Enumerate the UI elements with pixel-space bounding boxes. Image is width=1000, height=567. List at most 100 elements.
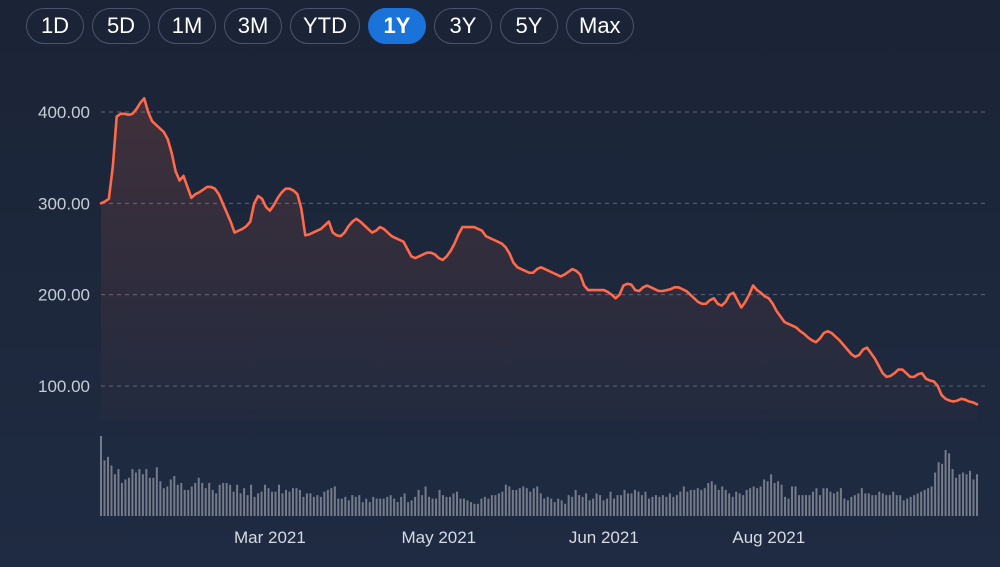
- volume-bar: [644, 491, 647, 516]
- range-button-1m[interactable]: 1M: [158, 8, 216, 44]
- range-button-1d[interactable]: 1D: [26, 8, 84, 44]
- volume-bar: [323, 491, 326, 516]
- volume-bar: [892, 491, 895, 516]
- volume-bar: [843, 498, 846, 516]
- volume-bar: [557, 498, 560, 516]
- volume-bar: [232, 491, 235, 516]
- volume-bar: [264, 484, 267, 516]
- volume-bar: [962, 472, 965, 516]
- volume-bar: [700, 489, 703, 516]
- volume-bar: [874, 495, 877, 516]
- volume-bar: [606, 498, 609, 516]
- volume-bar: [469, 502, 472, 516]
- volume-bar: [375, 498, 378, 516]
- volume-bar: [351, 495, 354, 516]
- volume-bar: [626, 493, 629, 516]
- time-range-selector: 1D 5D 1M 3M YTD 1Y 3Y 5Y Max: [26, 8, 634, 44]
- volume-bar: [899, 495, 902, 516]
- volume-bar: [452, 493, 455, 516]
- range-button-5d[interactable]: 5D: [92, 8, 150, 44]
- volume-bar: [333, 486, 336, 516]
- volume-bar: [829, 491, 832, 516]
- volume-bar: [424, 486, 427, 516]
- volume-bar: [798, 495, 801, 516]
- volume-bar: [763, 479, 766, 516]
- volume-bar: [770, 474, 773, 516]
- range-button-1y[interactable]: 1Y: [368, 8, 426, 44]
- volume-bar: [592, 498, 595, 516]
- volume-bar: [934, 472, 937, 516]
- volume-bar: [274, 491, 277, 516]
- volume-bar: [773, 482, 776, 516]
- volume-bar: [354, 496, 357, 516]
- volume-bar: [543, 498, 546, 516]
- range-button-3y[interactable]: 3Y: [434, 8, 492, 44]
- volume-bar: [850, 496, 853, 516]
- volume-bar: [511, 489, 514, 516]
- volume-bar: [326, 489, 329, 516]
- volume-bar: [281, 493, 284, 516]
- volume-bar: [379, 498, 382, 516]
- volume-bar: [930, 486, 933, 516]
- volume-bar: [958, 474, 961, 516]
- x-axis-ticks: Mar 2021 May 2021 Jun 2021 Aug 2021: [234, 528, 805, 547]
- volume-bar: [955, 477, 958, 516]
- volume-bar: [745, 489, 748, 516]
- volume-bar: [218, 484, 221, 516]
- volume-bar: [881, 493, 884, 516]
- y-tick-label: 200.00: [38, 286, 90, 305]
- volume-bar: [595, 493, 598, 516]
- range-button-max[interactable]: Max: [566, 8, 634, 44]
- volume-bar: [148, 477, 151, 516]
- volume-bar: [906, 498, 909, 516]
- volume-bar: [693, 489, 696, 516]
- volume-bar: [529, 491, 532, 516]
- volume-bar: [738, 493, 741, 516]
- volume-bar: [944, 449, 947, 516]
- volume-bar: [539, 493, 542, 516]
- volume-bar: [756, 488, 759, 516]
- volume-bar: [825, 488, 828, 516]
- volume-bar: [253, 496, 256, 516]
- volume-bar: [459, 498, 462, 516]
- volume-bar: [337, 498, 340, 516]
- volume-bar: [187, 489, 190, 516]
- volume-bar: [679, 491, 682, 516]
- volume-bar: [696, 488, 699, 516]
- volume-bar: [288, 491, 291, 516]
- price-area-fill: [101, 98, 977, 421]
- volume-bar: [407, 502, 410, 516]
- volume-bar: [969, 470, 972, 516]
- volume-bar: [689, 489, 692, 516]
- volume-bar: [462, 498, 465, 516]
- y-tick-label: 400.00: [38, 103, 90, 122]
- volume-bar: [225, 482, 228, 516]
- volume-bar: [298, 489, 301, 516]
- volume-bar: [742, 495, 745, 516]
- volume-bar: [155, 467, 158, 516]
- range-button-5y[interactable]: 5Y: [500, 8, 558, 44]
- volume-bar: [885, 495, 888, 516]
- range-button-ytd[interactable]: YTD: [290, 8, 360, 44]
- range-button-3m[interactable]: 3M: [224, 8, 282, 44]
- volume-bar: [211, 489, 214, 516]
- volume-bar: [581, 496, 584, 516]
- volume-bar: [665, 496, 668, 516]
- volume-bar: [421, 495, 424, 516]
- volume-bar: [145, 469, 148, 516]
- volume-bar: [857, 493, 860, 516]
- volume-bar: [382, 498, 385, 516]
- volume-bar: [801, 495, 804, 516]
- volume-bar: [731, 496, 734, 516]
- volume-bar: [735, 491, 738, 516]
- volume-bar: [508, 486, 511, 516]
- volume-bar: [435, 498, 438, 516]
- volume-bar: [403, 493, 406, 516]
- volume-bar: [623, 489, 626, 516]
- volume-bar: [284, 489, 287, 516]
- volume-bar: [173, 476, 176, 516]
- volume-bar: [546, 496, 549, 516]
- volume-bar: [808, 495, 811, 516]
- volume-bar: [525, 488, 528, 516]
- volume-bar: [602, 500, 605, 516]
